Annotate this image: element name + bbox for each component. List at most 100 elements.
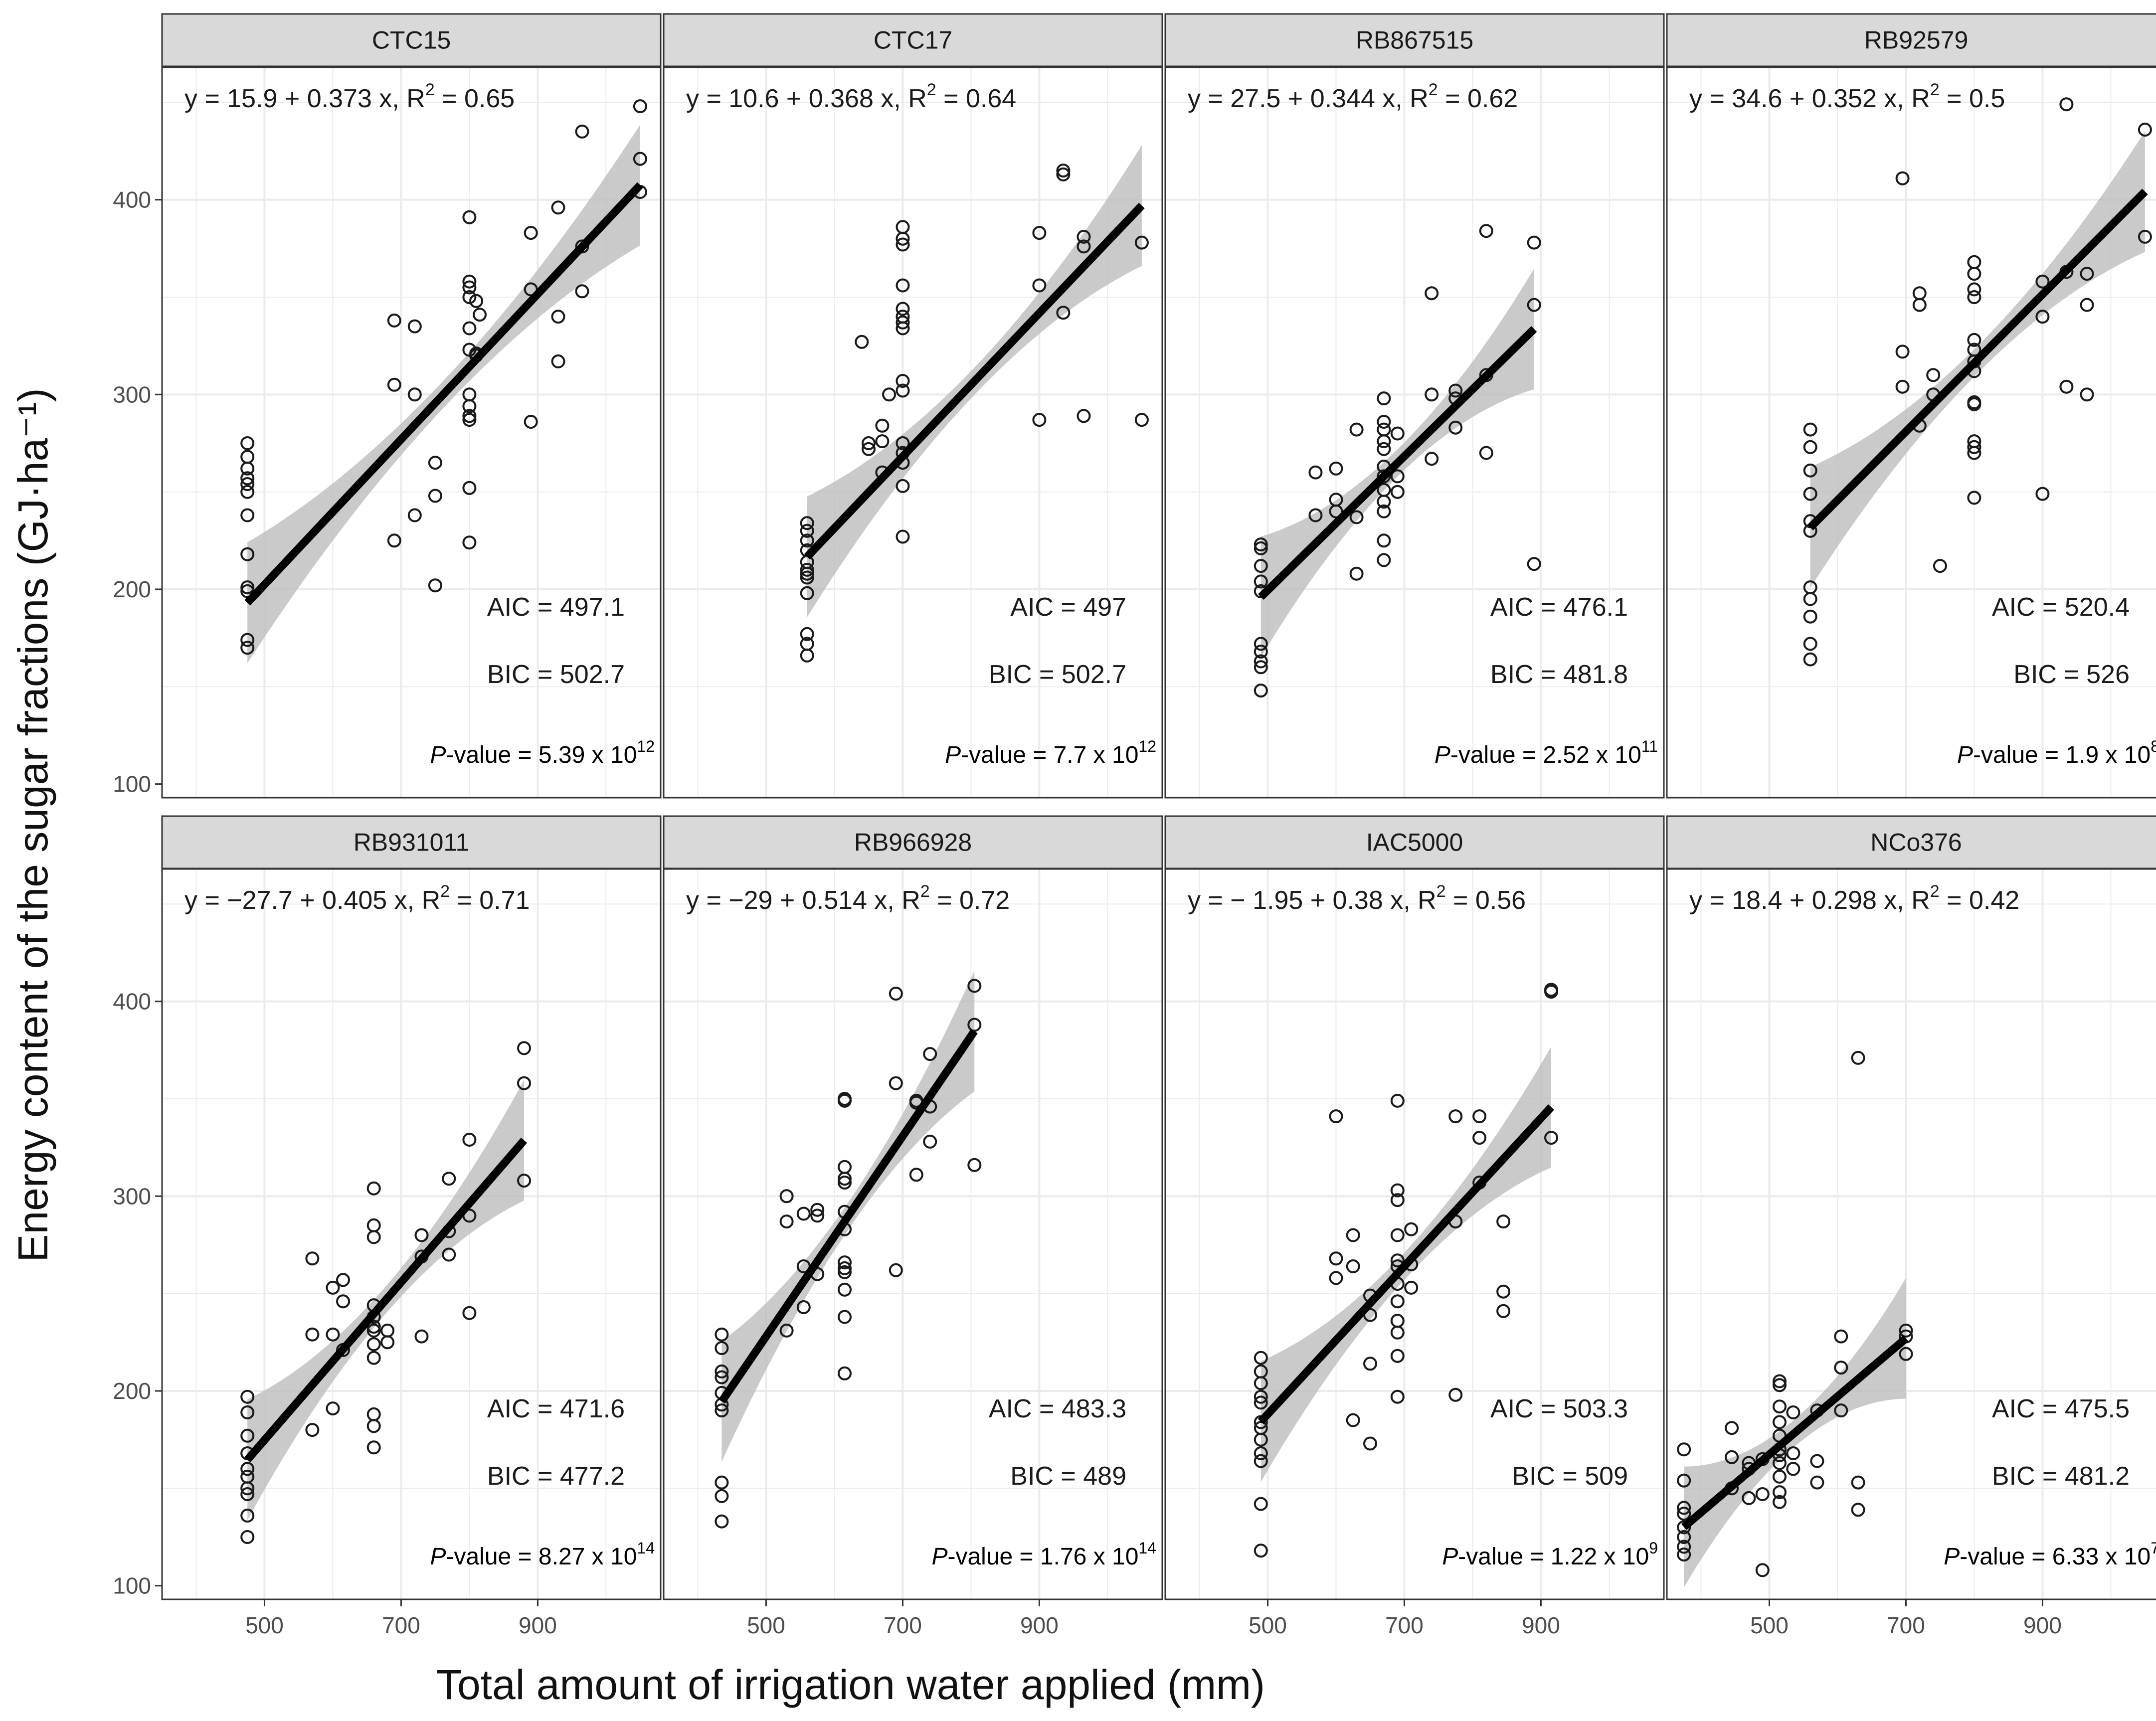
equation-r2: = 0.5 — [1940, 84, 2005, 113]
equation-main: y = 15.9 + 0.373 x, R — [184, 84, 425, 113]
data-point — [1390, 1389, 1405, 1404]
regression-line — [1258, 1104, 1554, 1424]
data-point — [1479, 224, 1493, 238]
data-point — [896, 237, 910, 252]
data-point — [240, 1428, 255, 1443]
panel-strip — [1666, 13, 2156, 67]
data-point — [462, 1306, 477, 1320]
p-value-italic: P — [1442, 1544, 1458, 1570]
aic-label: AIC = 475.5 — [1992, 1394, 2130, 1423]
regression-equation: y = 18.4 + 0.298 x, R2 = 0.42 — [1689, 882, 2019, 915]
x-tick-label: 500 — [1750, 1612, 1789, 1638]
data-point — [407, 508, 422, 522]
data-point — [1895, 171, 1910, 185]
grid-lines — [664, 869, 1162, 1599]
bic-label: BIC = 489 — [1010, 1462, 1126, 1491]
data-point — [882, 387, 897, 402]
data-point — [1967, 282, 1981, 297]
regression-equation: y = 10.6 + 0.368 x, R2 = 0.64 — [686, 80, 1016, 113]
data-point — [800, 566, 814, 581]
data-point — [967, 1158, 982, 1172]
data-point — [366, 1181, 381, 1196]
data-point — [889, 1076, 903, 1090]
data-point — [1448, 1387, 1463, 1402]
panel-rb931011: RB931011 y = −27.7 + 0.405 x, R2 = 0.71 AI… — [113, 815, 662, 1638]
data-point — [838, 1282, 852, 1297]
data-points — [1254, 224, 1541, 698]
data-point — [796, 1300, 811, 1314]
x-axis-title: Total amount of irrigation water applied… — [436, 1661, 1265, 1708]
equation-main: y = 34.6 + 0.352 x, R — [1689, 84, 1930, 113]
p-value-label: P-value = 8.27 x 1014 — [430, 1539, 655, 1570]
panel-iac5000: IAC5000 y = − 1.95 + 0.38 x, R2 = 0.56 AIC… — [1164, 815, 1665, 1638]
data-point — [1967, 333, 1981, 347]
panel-ctc17: CTC17 y = 10.6 + 0.368 x, R2 = 0.64 AIC = … — [663, 13, 1163, 799]
p-value-exponent: 7 — [2151, 1539, 2156, 1557]
data-point — [1803, 592, 1817, 606]
y-tick-label: 300 — [113, 1183, 151, 1209]
data-point — [1472, 1109, 1487, 1124]
data-point — [967, 1018, 982, 1032]
regression-line — [718, 1029, 978, 1404]
data-point — [240, 508, 255, 522]
data-point — [862, 442, 876, 456]
panel-title: RB931011 — [354, 829, 470, 857]
grid-lines — [1165, 67, 1664, 798]
p-value-exponent: 12 — [637, 737, 655, 755]
data-point — [896, 374, 910, 388]
regression-line — [1258, 326, 1537, 600]
data-point — [1308, 465, 1323, 480]
data-point — [305, 1251, 320, 1266]
data-point — [633, 99, 647, 114]
data-point — [414, 1329, 429, 1344]
p-value-exponent: 11 — [1641, 737, 1658, 755]
panel-nco376: NCo376 y = 18.4 + 0.298 x, R2 = 0.42 AIC =… — [1666, 815, 2156, 1638]
data-point — [524, 415, 538, 429]
plot-area — [162, 869, 661, 1599]
data-point — [909, 1168, 923, 1182]
data-point — [380, 1335, 395, 1350]
data-point — [1254, 1544, 1268, 1558]
equation-superscript: 2 — [1930, 80, 1940, 99]
data-point — [1363, 1357, 1377, 1371]
data-point — [366, 1323, 381, 1338]
equation-r2: = 0.71 — [450, 886, 530, 915]
data-point — [1329, 1251, 1343, 1266]
data-point — [462, 321, 477, 336]
data-point — [1390, 1325, 1405, 1340]
data-point — [240, 436, 255, 450]
data-point — [366, 1440, 381, 1455]
panel-strip — [1666, 815, 2156, 869]
panel-strip — [161, 13, 662, 67]
data-point — [1773, 1469, 1787, 1484]
p-value-italic: P — [430, 742, 446, 768]
plot-area — [664, 869, 1162, 1599]
y-tick-label: 400 — [113, 989, 151, 1015]
p-value-label: P-value = 1.9 x 108 — [1957, 737, 2156, 768]
data-point — [1077, 409, 1091, 423]
data-point — [1496, 1304, 1511, 1318]
data-point — [1899, 1347, 1913, 1361]
data-point — [810, 1203, 825, 1217]
p-value-exponent: 14 — [1138, 1539, 1156, 1557]
data-point — [1390, 1294, 1405, 1309]
data-point — [1851, 1475, 1865, 1490]
data-point — [1254, 684, 1268, 698]
data-point — [366, 1351, 381, 1365]
x-tick-label: 500 — [747, 1612, 785, 1638]
data-point — [896, 479, 910, 493]
data-point — [1254, 1389, 1268, 1404]
bic-label: BIC = 509 — [1512, 1462, 1628, 1491]
equation-main: y = 18.4 + 0.298 x, R — [1689, 886, 1930, 915]
panel-title: IAC5000 — [1366, 829, 1463, 857]
data-point — [575, 284, 589, 299]
bic-label: BIC = 477.2 — [487, 1462, 625, 1491]
data-point — [1254, 1497, 1268, 1511]
data-point — [517, 1174, 531, 1188]
equation-superscript: 2 — [440, 882, 450, 901]
data-point — [1077, 239, 1091, 254]
data-point — [1895, 379, 1910, 394]
data-point — [1390, 1349, 1405, 1363]
